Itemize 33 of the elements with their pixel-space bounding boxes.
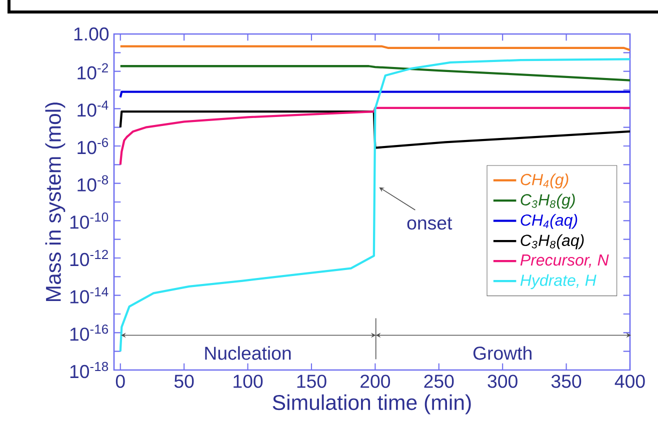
y-tick-label: 10$^{-18}$ — [70, 362, 108, 378]
legend-label: C$_{3}$H$_{8}$(aq) — [520, 234, 584, 250]
x-tick-label: 300 — [488, 374, 518, 388]
x-tick-label: 0 — [116, 374, 125, 388]
line-series — [119, 65, 630, 82]
line-series — [119, 106, 630, 166]
y-tick-label: 10$^{-4}$ — [78, 100, 108, 117]
y-tick-label: 10$^{-12}$ — [70, 250, 108, 266]
y-axis-title: Mass in system (mol) — [45, 102, 66, 301]
x-tick-label: 350 — [551, 374, 582, 388]
y-tick-label: 10$^{-16}$ — [70, 324, 108, 341]
x-tick-label: 100 — [234, 374, 263, 388]
legend-label: CH$_{4}$(aq) — [520, 214, 578, 229]
y-tick-label: 10$^{-6}$ — [78, 138, 108, 154]
annotation: onset — [407, 217, 452, 230]
y-tick-label: 10$^{-14}$ — [70, 287, 108, 304]
annotation: Growth — [473, 346, 532, 360]
x-tick-label: 50 — [174, 374, 194, 388]
y-tick-label: 10$^{-10}$ — [70, 212, 108, 229]
x-tick-label: 400 — [614, 374, 645, 388]
legend-label: Hydrate, H — [520, 274, 596, 290]
annotation: Nucleation — [205, 346, 291, 360]
y-tick-label: 1.00 — [74, 27, 109, 41]
line-series — [119, 110, 630, 149]
x-tick-label: 200 — [360, 374, 390, 388]
legend-label: C$_{3}$H$_{8}$(g) — [520, 194, 575, 209]
legend-label: CH$_{4}$(g) — [520, 174, 568, 188]
y-tick-label: 10$^{-8}$ — [78, 175, 108, 192]
y-tick-label: 10$^{-2}$ — [78, 63, 108, 80]
x-axis-title: Simulation time (min) — [272, 394, 471, 414]
legend-label: Precursor, N — [520, 254, 609, 268]
x-tick-label: 250 — [424, 374, 454, 388]
x-tick-label: 150 — [297, 374, 326, 388]
